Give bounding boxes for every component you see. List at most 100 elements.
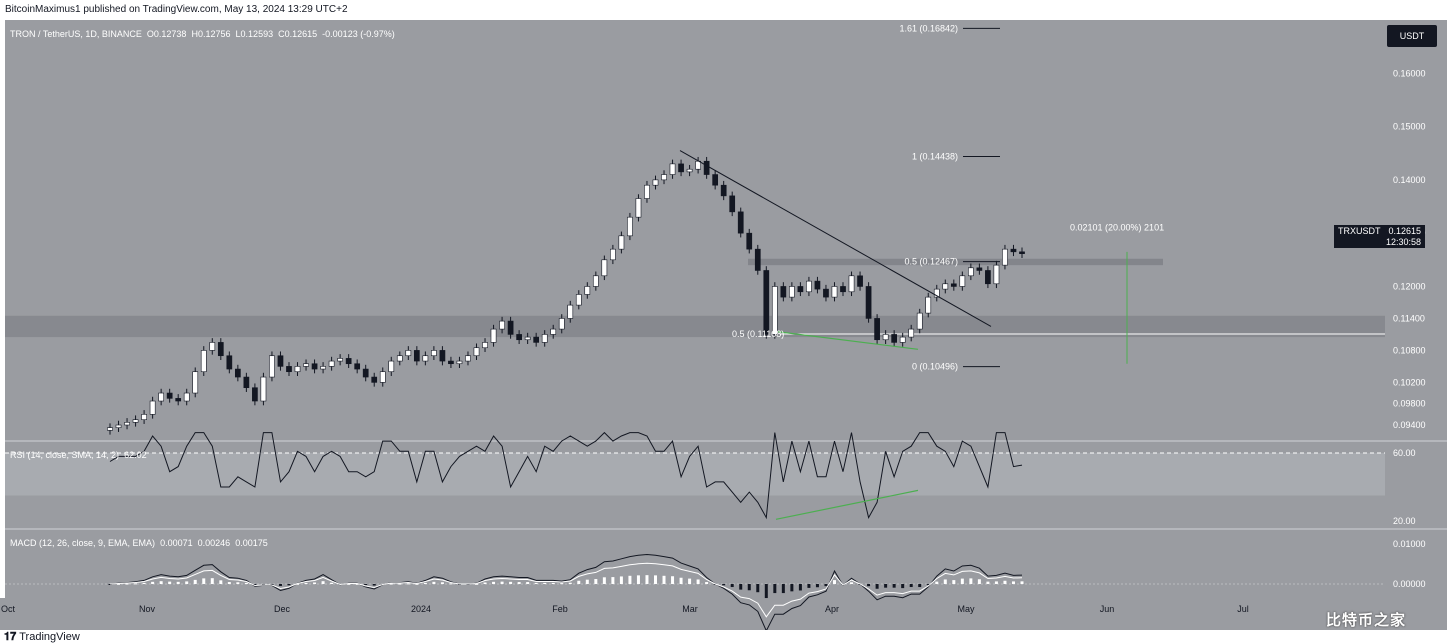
macd-histogram-bar (909, 584, 913, 588)
y-tick-label: 0.10800 (1393, 345, 1426, 355)
macd-histogram-bar (415, 583, 419, 585)
candle (499, 320, 505, 330)
macd-histogram-bar (986, 581, 990, 584)
candle (1019, 251, 1025, 254)
macd-histogram-bar (696, 579, 700, 584)
candle (209, 342, 216, 351)
chart-area[interactable]: 0.160000.150000.140000.130000.120000.114… (0, 20, 1447, 630)
time-axis-label: Nov (139, 604, 156, 614)
candle (243, 376, 250, 389)
macd-histogram-bar (347, 583, 351, 585)
ohlc-h: 0.12756 (197, 29, 231, 39)
candle (627, 216, 633, 237)
candle (175, 398, 182, 402)
price-tag-countdown: 12:30:58 (1386, 237, 1422, 247)
candle (848, 275, 855, 293)
candle (277, 355, 284, 367)
macd-histogram-bar (764, 584, 768, 599)
macd-histogram-bar (296, 583, 300, 585)
candle (780, 286, 787, 298)
measure-label: 0.02101 (20.00%) 2101 (1070, 223, 1164, 233)
candle (575, 294, 582, 306)
macd-histogram-bar (662, 575, 666, 584)
candle (107, 427, 113, 431)
macd-histogram-bar (798, 584, 802, 591)
candle (703, 160, 710, 175)
macd-histogram-bar (636, 575, 640, 584)
macd-histogram-bar (781, 584, 785, 594)
macd-histogram-bar (244, 582, 248, 584)
candle (132, 419, 139, 423)
symbol-line: TRON / TetherUS, 1D, BINANCE O0.12738 H0… (10, 29, 395, 39)
macd-histogram-bar (850, 582, 854, 584)
macd-histogram-bar (952, 580, 956, 584)
candle (439, 350, 446, 362)
macd-histogram-bar (227, 582, 231, 584)
y-tick-label: 0.12000 (1393, 281, 1426, 291)
macd-histogram-bar (645, 575, 649, 584)
candle (490, 328, 497, 343)
macd-pane (5, 529, 1385, 598)
currency-button[interactable]: USDT (1387, 25, 1437, 47)
ohlc-h-label: H (191, 29, 198, 39)
candle (354, 363, 361, 370)
candle (686, 168, 693, 173)
time-axis-label: Dec (274, 604, 291, 614)
macd-histogram-bar (364, 584, 368, 585)
price-axis (1385, 20, 1447, 598)
macd-histogram-bar (151, 581, 155, 584)
macd-histogram-bar (926, 584, 930, 585)
macd-histogram-bar (330, 582, 334, 584)
macd-histogram-bar (134, 583, 138, 585)
price-tag-price: 0.12615 (1384, 225, 1426, 237)
fib-level-label: 1 (0.14438) (912, 152, 958, 162)
macd-histogram-bar (935, 581, 939, 584)
candle (396, 355, 403, 362)
candle (882, 334, 889, 341)
macd-histogram-bar (551, 582, 555, 584)
macd-histogram-bar (193, 579, 197, 584)
macd-histogram-bar (440, 582, 444, 584)
macd-histogram-bar (901, 584, 905, 589)
candle (1002, 248, 1008, 266)
divergence-line (777, 331, 919, 350)
y-tick-label: 0.16000 (1393, 68, 1426, 78)
macd-histogram-bar (202, 578, 206, 584)
fib-level-label: 0.5 (0.12467) (904, 257, 958, 267)
macd-histogram-bar (824, 584, 828, 587)
macd-histogram-bar (475, 583, 479, 585)
macd-histogram-bar (159, 581, 163, 584)
price-tag: TRXUSDT 0.12615 12:30:58 (1334, 225, 1426, 248)
macd-histogram-bar (500, 581, 504, 584)
candle (192, 371, 199, 394)
time-axis-label: Mar (682, 604, 698, 614)
candle (124, 422, 130, 426)
candle (806, 280, 812, 293)
candle (601, 259, 608, 277)
candle (482, 342, 488, 349)
trendline (679, 150, 992, 327)
candle (141, 414, 147, 420)
macd-histogram-bar (398, 583, 402, 585)
y-tick-label: 0.09400 (1393, 420, 1426, 430)
candle (644, 184, 650, 199)
candle (431, 350, 437, 357)
macd-histogram-bar (210, 578, 214, 584)
candle (754, 248, 761, 271)
time-axis-label: Oct (1, 604, 16, 614)
candle (976, 267, 983, 271)
rsi-value: 62.02 (124, 450, 147, 460)
macd-level-label: 0.00000 (1393, 579, 1426, 589)
candle (916, 312, 923, 330)
candle (200, 350, 207, 373)
candle (857, 275, 863, 287)
candle (729, 195, 736, 213)
macd-v3: 0.00175 (235, 538, 268, 548)
tradingview-logo[interactable]: 𝟏𝟕 TradingView (4, 631, 80, 643)
ohlc-o-label: O (146, 29, 154, 39)
candle (166, 392, 173, 399)
candle (592, 275, 599, 287)
candle (115, 424, 122, 428)
macd-histogram-bar (773, 584, 777, 594)
macd-histogram-bar (287, 584, 291, 586)
